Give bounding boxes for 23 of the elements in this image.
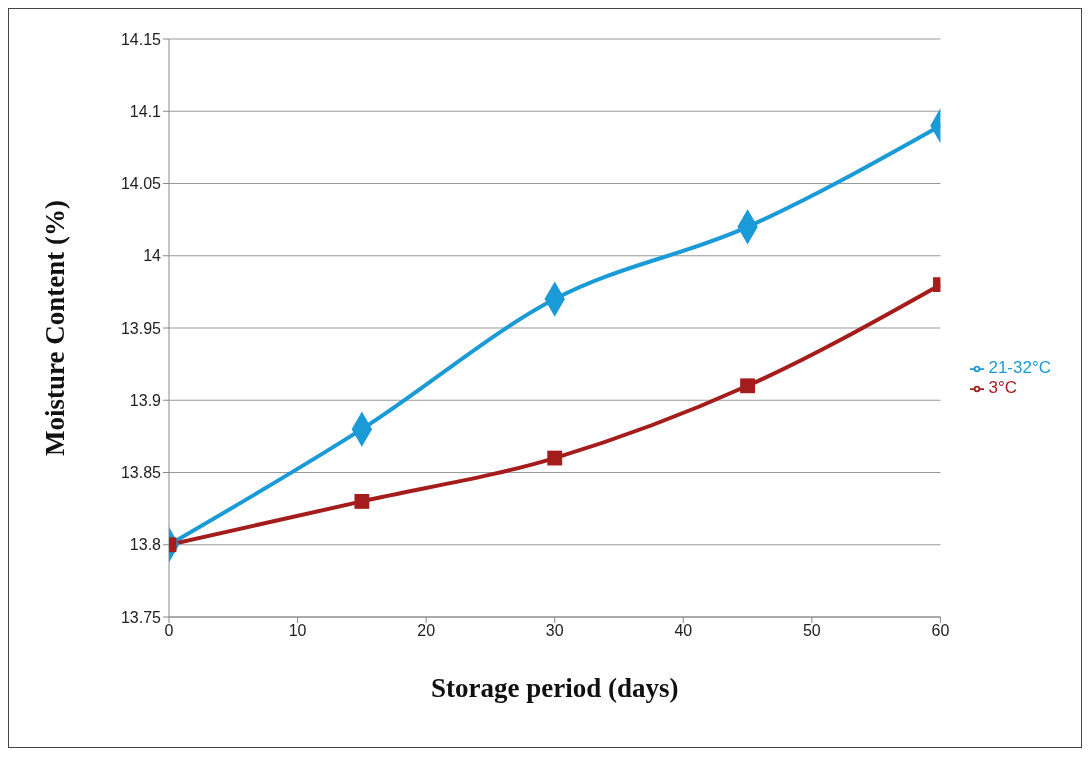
x-tick-label: 0	[164, 622, 174, 640]
y-tick-label: 13.85	[120, 464, 162, 482]
y-tick-label: 14.15	[120, 30, 162, 48]
y-axis-title: Moisture Content (%)	[39, 200, 70, 456]
y-tick-label: 13.95	[120, 319, 162, 337]
x-tick-label: 10	[288, 622, 307, 640]
x-tick-label: 50	[802, 622, 821, 640]
point	[740, 378, 755, 394]
y-tick-label: 13.8	[129, 536, 162, 554]
x-tick-label: 40	[674, 622, 693, 640]
point	[547, 450, 563, 466]
y-tick-label: 14.1	[129, 102, 162, 120]
legend-label: 3°C	[988, 378, 1017, 397]
legend-label: 21-32°C	[988, 358, 1051, 377]
y-tick-label: 14.05	[120, 175, 162, 193]
x-axis-title: Storage period (days)	[430, 673, 679, 703]
x-tick-label: 30	[545, 622, 564, 640]
y-tick-label: 13.9	[129, 391, 162, 409]
point	[354, 493, 370, 509]
x-tick-label: 20	[417, 622, 436, 640]
y-tick-label: 13.75	[120, 608, 162, 626]
x-tick-label: 60	[931, 622, 950, 640]
y-tick-label: 14	[143, 247, 162, 265]
